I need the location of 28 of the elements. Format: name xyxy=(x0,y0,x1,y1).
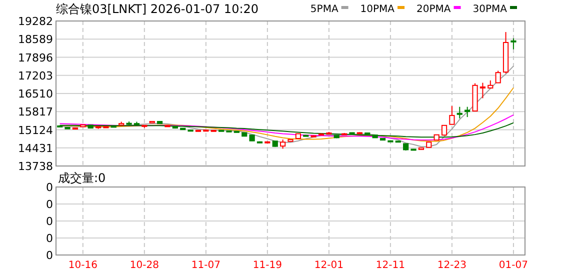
legend-label: 20PMA xyxy=(416,4,451,15)
category-label: 11-19 xyxy=(252,260,282,271)
y-tick-label: 15124 xyxy=(18,124,53,137)
text: 0 xyxy=(46,232,53,245)
legend-label: 10PMA xyxy=(360,4,395,15)
y-tick-label: 15817 xyxy=(18,106,53,119)
category-label: 12-23 xyxy=(437,260,466,271)
text: 0 xyxy=(46,249,53,262)
category-label: 12-01 xyxy=(314,260,344,271)
text: 0 xyxy=(46,198,53,211)
chart-title: 综合镍03[LNKT] 2026-01-07 10:20 xyxy=(56,2,259,16)
y-tick-label: 18589 xyxy=(18,33,53,46)
legend-label: 5PMA xyxy=(310,4,338,15)
text: 0 xyxy=(46,181,53,194)
text: 0 xyxy=(46,215,53,228)
category-label: 10-16 xyxy=(68,260,98,271)
y-tick-label: 17896 xyxy=(18,51,53,64)
y-tick-label: 13738 xyxy=(18,160,53,173)
category-label: 01-07 xyxy=(498,260,528,271)
y-tick-label: 16510 xyxy=(18,88,53,100)
y-tick-label: 14431 xyxy=(18,142,53,155)
y-tick-label: 17203 xyxy=(18,69,53,82)
category-label: 11-07 xyxy=(191,260,220,271)
category-label: 10-28 xyxy=(130,260,159,271)
legend-label: 30PMA xyxy=(472,4,508,15)
text: 成交量:0 xyxy=(58,171,106,185)
y-tick-label: 19282 xyxy=(18,15,53,28)
category-label: 12-11 xyxy=(376,260,405,271)
